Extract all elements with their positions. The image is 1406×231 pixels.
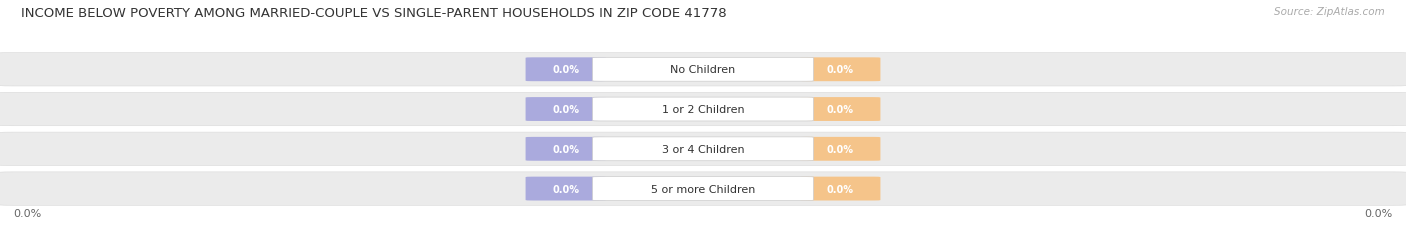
Text: 0.0%: 0.0% bbox=[553, 105, 579, 115]
Text: No Children: No Children bbox=[671, 65, 735, 75]
FancyBboxPatch shape bbox=[526, 177, 606, 201]
Text: 3 or 4 Children: 3 or 4 Children bbox=[662, 144, 744, 154]
FancyBboxPatch shape bbox=[592, 58, 814, 82]
FancyBboxPatch shape bbox=[0, 133, 1406, 166]
Text: 0.0%: 0.0% bbox=[827, 105, 853, 115]
FancyBboxPatch shape bbox=[800, 177, 880, 201]
Text: 0.0%: 0.0% bbox=[827, 144, 853, 154]
FancyBboxPatch shape bbox=[526, 58, 606, 82]
FancyBboxPatch shape bbox=[0, 172, 1406, 205]
FancyBboxPatch shape bbox=[592, 98, 814, 122]
Text: INCOME BELOW POVERTY AMONG MARRIED-COUPLE VS SINGLE-PARENT HOUSEHOLDS IN ZIP COD: INCOME BELOW POVERTY AMONG MARRIED-COUPL… bbox=[21, 7, 727, 20]
FancyBboxPatch shape bbox=[592, 177, 814, 201]
FancyBboxPatch shape bbox=[526, 137, 606, 161]
Text: 0.0%: 0.0% bbox=[553, 65, 579, 75]
FancyBboxPatch shape bbox=[526, 98, 606, 122]
FancyBboxPatch shape bbox=[0, 93, 1406, 126]
Text: 0.0%: 0.0% bbox=[14, 208, 42, 218]
FancyBboxPatch shape bbox=[592, 137, 814, 161]
Text: 0.0%: 0.0% bbox=[827, 65, 853, 75]
Text: Source: ZipAtlas.com: Source: ZipAtlas.com bbox=[1274, 7, 1385, 17]
Text: 0.0%: 0.0% bbox=[827, 184, 853, 194]
Text: 5 or more Children: 5 or more Children bbox=[651, 184, 755, 194]
Text: 0.0%: 0.0% bbox=[553, 184, 579, 194]
FancyBboxPatch shape bbox=[800, 98, 880, 122]
Text: 0.0%: 0.0% bbox=[1364, 208, 1392, 218]
FancyBboxPatch shape bbox=[0, 53, 1406, 87]
FancyBboxPatch shape bbox=[800, 137, 880, 161]
Text: 0.0%: 0.0% bbox=[553, 144, 579, 154]
Text: 1 or 2 Children: 1 or 2 Children bbox=[662, 105, 744, 115]
FancyBboxPatch shape bbox=[800, 58, 880, 82]
